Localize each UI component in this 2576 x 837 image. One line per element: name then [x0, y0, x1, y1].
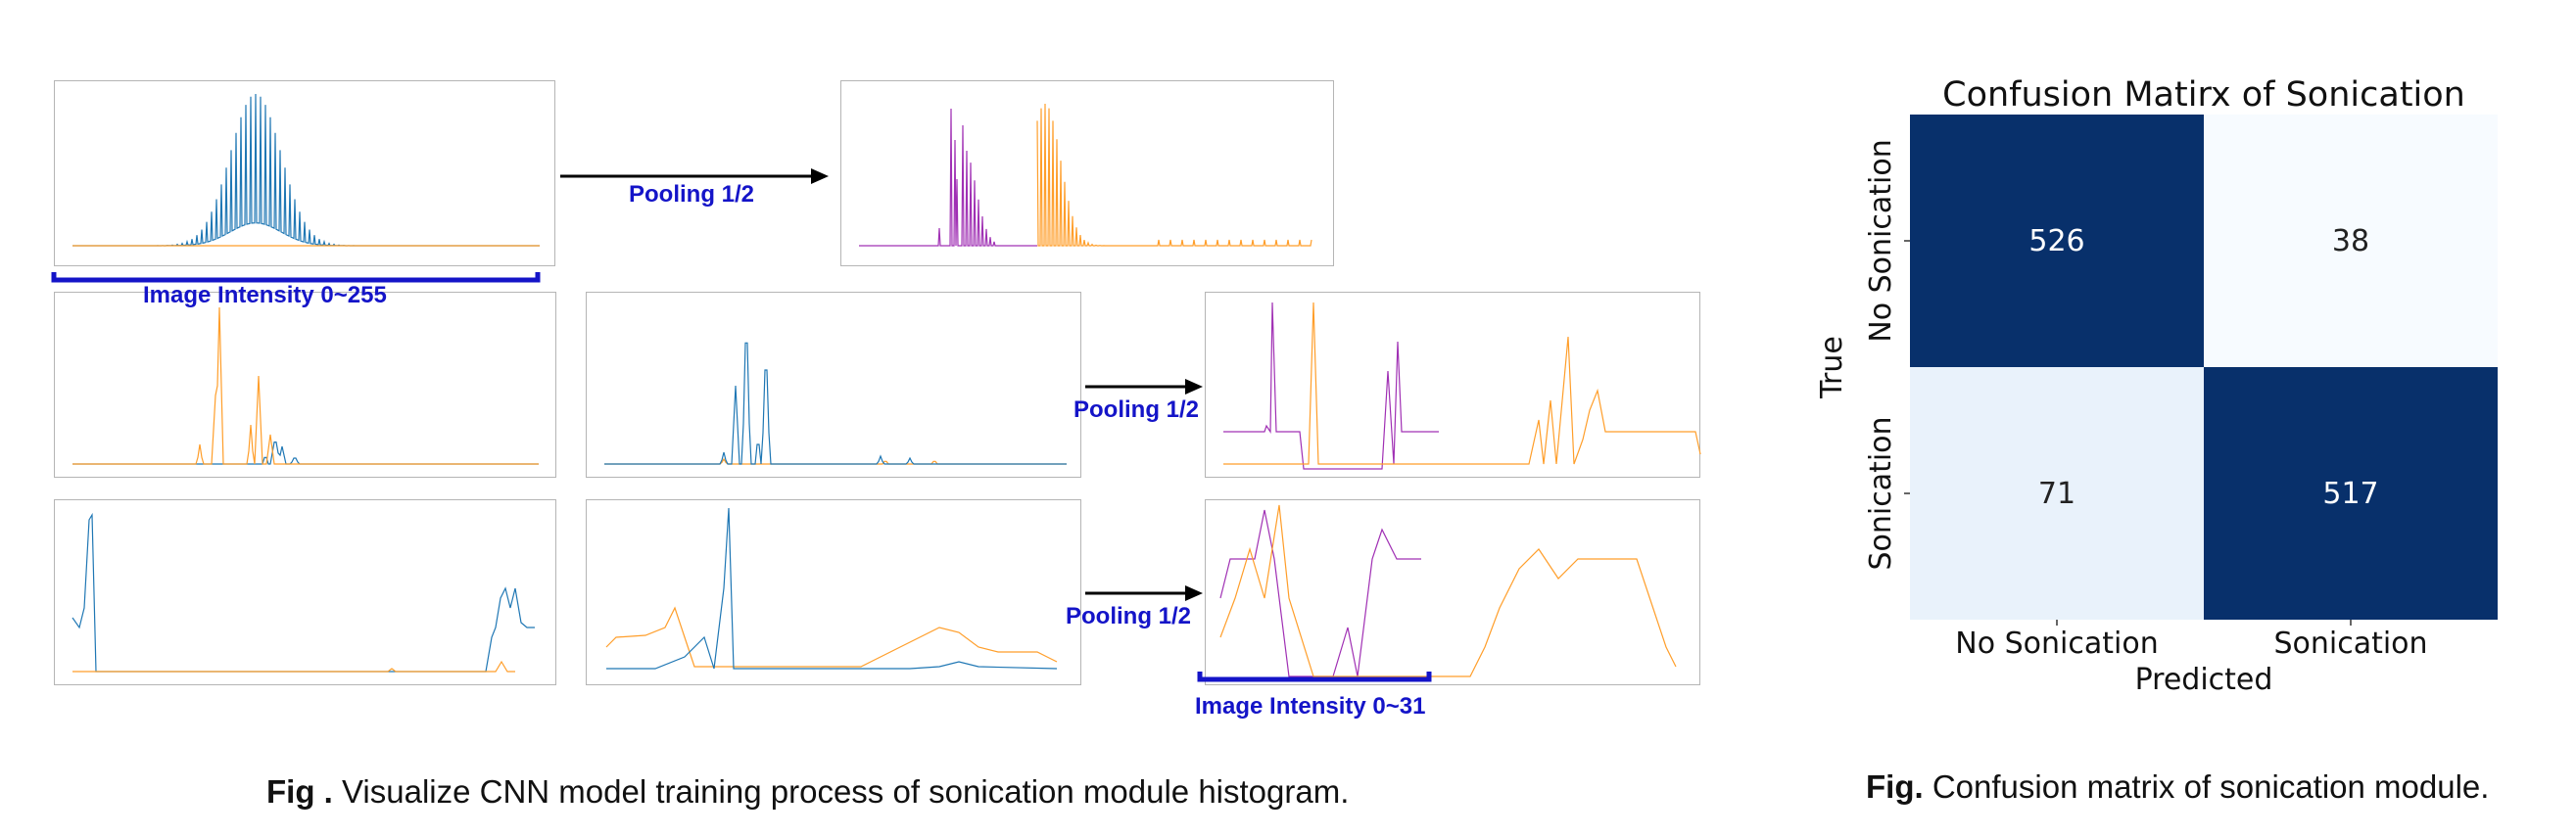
feature-panel-3a	[54, 499, 556, 685]
orange-series-line	[1219, 504, 1677, 677]
pooling-arrow-3	[1085, 585, 1203, 601]
cell-true-yes-predicted-yes	[2204, 367, 2498, 620]
blue-series-line	[606, 507, 1058, 670]
right-figure-caption: Fig. Confusion matrix of sonication modu…	[1866, 768, 2489, 806]
intensity-bracket-31	[1197, 672, 1432, 682]
caption-prefix: Fig .	[266, 773, 333, 810]
cell-true-no-predicted-yes	[2204, 115, 2498, 367]
histogram-plot-pooled	[859, 103, 1312, 247]
x-tick-label-no-sonication: No Sonication	[1955, 627, 2158, 661]
intensity-label-255: Image Intensity 0~255	[143, 282, 387, 308]
feature-panel-3-pooled	[1205, 499, 1700, 685]
feature-plot-2a	[72, 306, 539, 465]
x-tick-label-sonication: Sonication	[2273, 627, 2427, 661]
cell-value: 38	[2332, 224, 2369, 258]
feature-plot-3b	[605, 507, 1058, 670]
purple-series-line	[1219, 509, 1421, 677]
feature-plot-3a	[72, 512, 535, 673]
orange-series-line	[604, 457, 1067, 465]
pooling-label-1: Pooling 1/2	[629, 181, 755, 208]
feature-panel-2a	[54, 292, 556, 478]
histogram-panel-pooled	[840, 80, 1334, 266]
feature-panel-3b	[586, 499, 1081, 685]
purple-series-line	[1223, 302, 1439, 470]
pooling-arrow-1	[560, 168, 829, 184]
feature-plot-3-pooled	[1219, 504, 1677, 677]
cell-value: 517	[2322, 477, 2378, 511]
y-tick-label-sonication: Sonication	[1864, 416, 1898, 570]
orange-series-line	[1036, 103, 1312, 247]
y-axis-label: True	[1815, 336, 1849, 399]
orange-series-line	[72, 306, 539, 465]
blue-series-line	[604, 342, 1067, 465]
blue-series-line	[72, 512, 535, 673]
feature-panel-2-pooled	[1205, 292, 1701, 478]
pooling-label-2: Pooling 1/2	[1073, 396, 1200, 423]
cell-true-yes-predicted-no	[1910, 367, 2204, 620]
orange-series-line	[72, 660, 515, 673]
caption-text: Visualize CNN model training process of …	[332, 773, 1350, 810]
caption-text: Confusion matrix of sonication module.	[1923, 768, 2490, 805]
x-axis-label: Predicted	[2135, 663, 2273, 697]
cell-value: 526	[2028, 224, 2084, 258]
chart-title: Confusion Matirx of Sonication	[1942, 75, 2465, 115]
purple-series-line	[859, 108, 1037, 247]
orange-series-line	[605, 606, 1058, 668]
cell-true-no-predicted-no	[1910, 115, 2204, 367]
left-figure-caption: Fig . Visualize CNN model training proce…	[266, 773, 1349, 811]
pooling-label-3: Pooling 1/2	[1066, 603, 1192, 629]
pooling-arrow-2	[1085, 379, 1203, 395]
y-tick-label-no-sonication: No Sonication	[1864, 139, 1898, 342]
intensity-bracket-255	[51, 272, 541, 283]
feature-plot-2-pooled	[1223, 302, 1701, 470]
feature-plot-2b	[604, 342, 1067, 465]
confusion-matrix-chart: Confusion Matirx of Sonication 526 38 71…	[1815, 75, 2498, 697]
histogram-panel-original	[54, 80, 555, 266]
caption-prefix: Fig.	[1866, 768, 1924, 805]
orange-series-line	[1223, 302, 1701, 465]
blue-series-line	[72, 93, 540, 247]
histogram-plot-original	[72, 93, 540, 247]
intensity-label-31: Image Intensity 0~31	[1195, 693, 1426, 720]
feature-panel-2b	[586, 292, 1081, 478]
cell-value: 71	[2038, 477, 2075, 511]
blue-series-line	[72, 442, 539, 465]
